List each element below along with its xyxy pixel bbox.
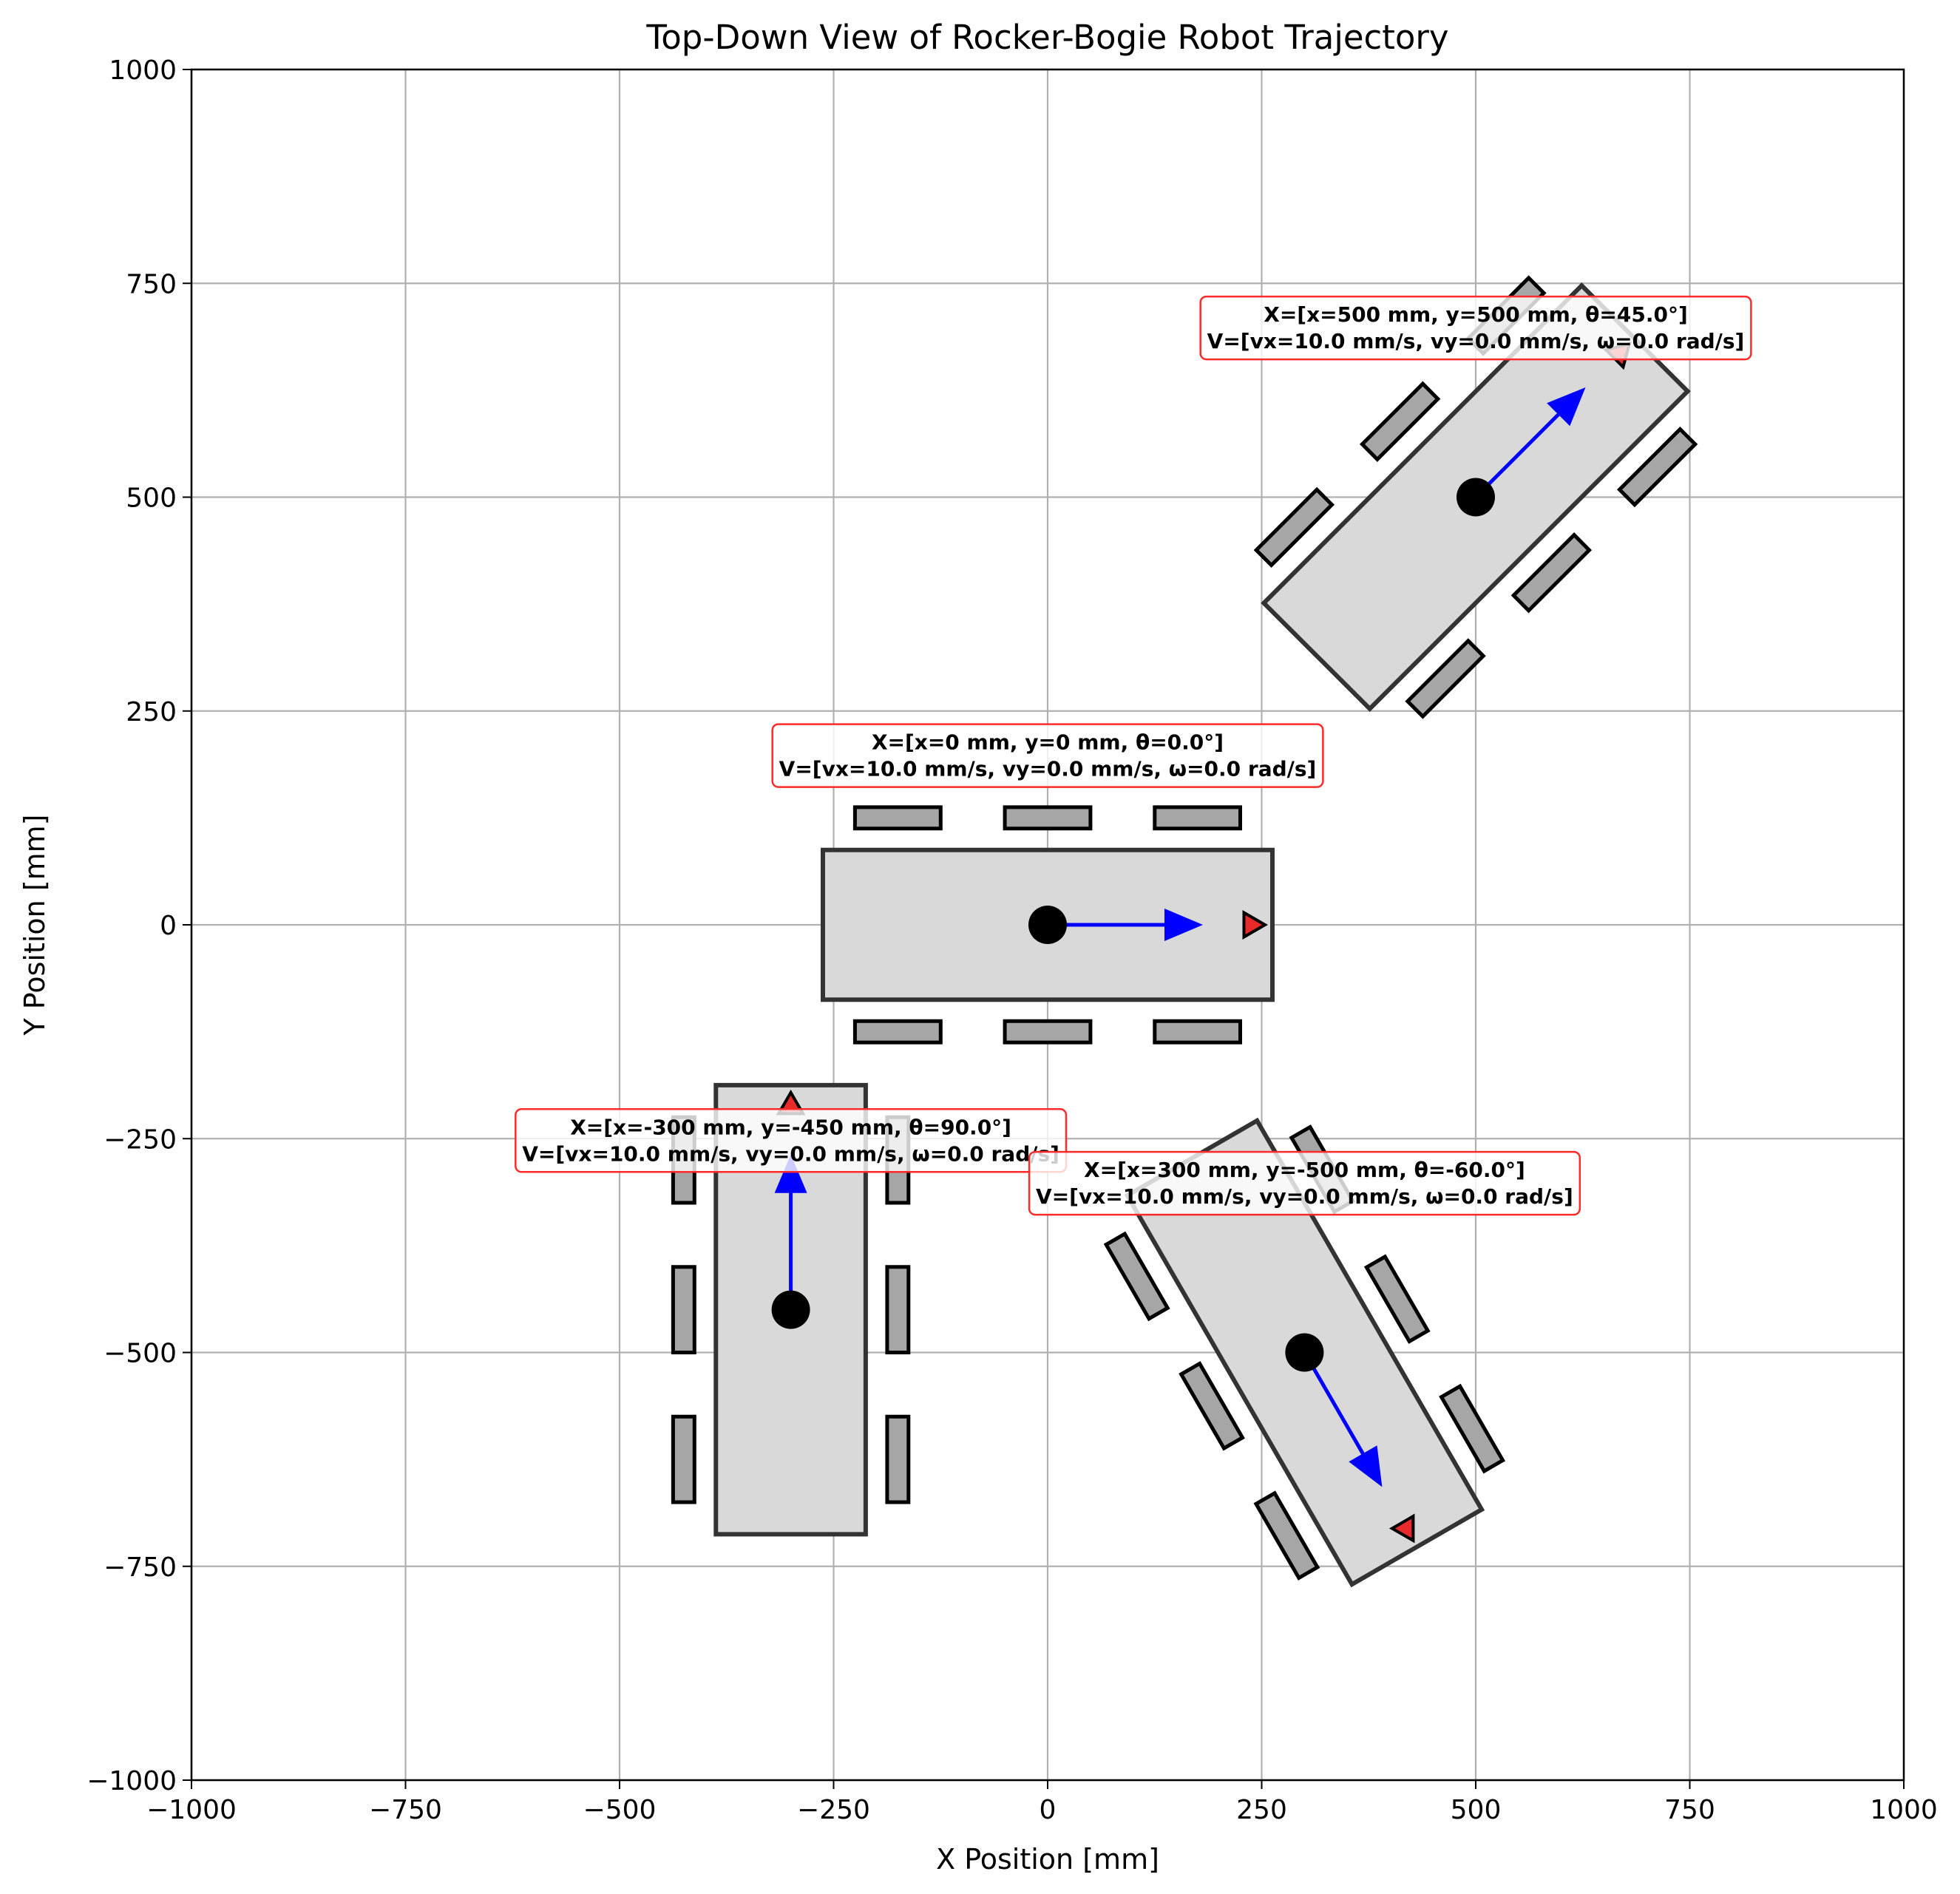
robot-wheel <box>852 805 943 831</box>
y-tick-label: −1000 <box>87 1766 177 1796</box>
velocity-arrowhead <box>1547 387 1586 427</box>
robot <box>821 805 1275 1045</box>
robot-wheel <box>1359 381 1441 462</box>
state-label-position: X=[x=-300 mm, y=-450 mm, θ=90.0°] <box>570 1115 1011 1139</box>
y-tick-label: 1000 <box>109 55 177 86</box>
state-label-position: X=[x=300 mm, y=-500 mm, θ=-60.0°] <box>1084 1158 1525 1182</box>
robot-center <box>1457 478 1495 517</box>
robot-center <box>771 1290 810 1329</box>
state-label: X=[x=0 mm, y=0 mm, θ=0.0°]V=[vx=10.0 mm/… <box>771 723 1324 788</box>
x-tick-label: 250 <box>1236 1795 1287 1825</box>
velocity-arrowhead <box>1349 1445 1383 1487</box>
state-label-velocity: V=[vx=10.0 mm/s, vy=0.0 mm/s, ω=0.0 rad/… <box>1036 1184 1573 1209</box>
plot-frame <box>190 68 1905 1782</box>
y-tick-label: −750 <box>104 1552 177 1583</box>
robot-center <box>1028 906 1067 944</box>
robot-wheel <box>1405 638 1486 719</box>
x-tick-label: −1000 <box>146 1795 237 1825</box>
velocity-arrowhead <box>774 1154 807 1193</box>
robot-wheel <box>1363 1254 1431 1344</box>
state-label-box <box>515 1108 1068 1173</box>
x-tick-label: 0 <box>1040 1795 1057 1825</box>
y-tick-label: 750 <box>126 269 177 299</box>
heading-marker <box>1388 1513 1415 1544</box>
robot <box>1103 1117 1506 1588</box>
y-tick-label: 500 <box>126 483 177 514</box>
velocity-arrow <box>1303 1351 1365 1455</box>
state-label-velocity: V=[vx=10.0 mm/s, vy=0.0 mm/s, ω=0.0 rad/… <box>522 1141 1059 1166</box>
velocity-arrow <box>1474 413 1560 499</box>
robot-wheel <box>1153 805 1242 831</box>
x-tick-label: −250 <box>797 1795 870 1825</box>
state-label-box <box>1199 295 1752 361</box>
x-axis-label: X Position [mm] <box>936 1843 1159 1876</box>
robot-wheel <box>1616 426 1698 508</box>
robot-wheel <box>1153 1019 1242 1045</box>
state-label-velocity: V=[vx=10.0 mm/s, vy=0.0 mm/s, ω=0.0 rad/… <box>1207 329 1745 353</box>
y-tick-label: 250 <box>126 697 177 727</box>
y-tick-label: −250 <box>104 1124 177 1155</box>
state-label-box <box>771 723 1324 788</box>
state-label: X=[x=500 mm, y=500 mm, θ=45.0°]V=[vx=10.… <box>1199 295 1752 361</box>
state-labels: X=[x=0 mm, y=0 mm, θ=0.0°]V=[vx=10.0 mm/… <box>515 295 1752 1216</box>
robot-wheel <box>671 1265 696 1354</box>
robot-wheel <box>852 1019 943 1045</box>
robot-wheel <box>1439 1383 1506 1474</box>
state-label-box <box>1028 1150 1581 1216</box>
robot-wheel <box>885 1265 911 1354</box>
state-label: X=[x=300 mm, y=-500 mm, θ=-60.0°]V=[vx=1… <box>1028 1150 1581 1216</box>
robot-wheel <box>1003 805 1093 831</box>
heading-marker <box>1242 910 1268 940</box>
y-tick-label: 0 <box>160 911 177 941</box>
y-axis-label: Y Position [mm] <box>18 814 51 1036</box>
x-tick-label: 500 <box>1451 1795 1502 1825</box>
x-tick-label: −500 <box>583 1795 657 1825</box>
chart-title: Top-Down View of Rocker-Bogie Robot Traj… <box>645 18 1448 57</box>
robot-wheel <box>1003 1019 1093 1045</box>
velocity-arrowhead <box>1164 909 1203 941</box>
axis-ticks: −1000 −750 −500 −250 0 250 500 750 1000 −1000 −750… <box>87 55 1938 1825</box>
robot-center <box>1285 1333 1324 1372</box>
x-tick-label: 750 <box>1664 1795 1715 1825</box>
robot-wheel <box>885 1414 911 1504</box>
state-label-position: X=[x=500 mm, y=500 mm, θ=45.0°] <box>1264 302 1688 327</box>
x-tick-label: −750 <box>369 1795 442 1825</box>
robot-wheel <box>671 1414 696 1504</box>
state-label-velocity: V=[vx=10.0 mm/s, vy=0.0 mm/s, ω=0.0 rad/… <box>779 757 1317 781</box>
state-label: X=[x=-300 mm, y=-450 mm, θ=90.0°]V=[vx=1… <box>515 1108 1068 1173</box>
robot-wheel <box>1510 532 1593 614</box>
y-tick-label: −500 <box>104 1339 177 1369</box>
robot-wheel <box>1253 486 1335 568</box>
state-label-position: X=[x=0 mm, y=0 mm, θ=0.0°] <box>872 730 1224 755</box>
robot-wheel <box>1179 1361 1245 1451</box>
x-tick-label: 1000 <box>1870 1795 1938 1825</box>
robot-wheel <box>1253 1490 1320 1581</box>
robot-wheel <box>1103 1231 1170 1322</box>
